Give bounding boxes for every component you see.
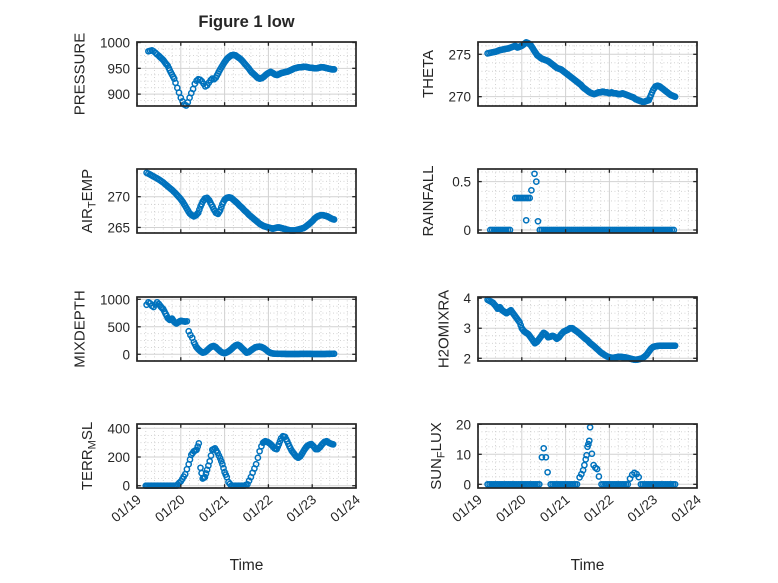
h2omixra-ylabel: H2OMIXRA [435,290,452,368]
tick-marks [477,297,698,361]
y-tick-label: 270 [448,90,471,105]
subplot-mixdepth: 0 500 1000 MIXDEPTH [72,290,357,368]
y-tick-label: 400 [107,421,130,436]
y-tick-label: 900 [107,87,130,102]
tick-marks [136,169,357,233]
pressure-series-markers [145,46,338,109]
y-tick-label: 275 [448,47,471,62]
y-tick-label: 0 [122,479,130,494]
y-tick-label: 265 [107,220,130,235]
mixdepth-ylabel: MIXDEPTH [72,290,89,368]
figure-title: Figure 1 low [198,13,294,31]
y-tick-label: 2 [463,351,471,366]
rainfall-ylabel: RAINFALL [420,166,437,237]
tick-marks [136,297,357,361]
axes-box [477,41,698,107]
y-tick-label: 4 [463,291,471,306]
subplot-rainfall: 0 0.5 RAINFALL [420,166,698,238]
y-tick-label: 500 [107,320,130,335]
x-axis-label: Time [571,557,605,574]
axes-box [136,296,357,362]
y-tick-label: 200 [107,450,130,465]
theta-series-markers [484,39,679,106]
mixdepth-series-markers [143,298,338,358]
sun_flux-ylabel: SUNF​LUX [428,422,448,490]
y-tick-label: 1000 [100,292,130,307]
minor-grid [478,297,697,361]
axes-box [136,41,357,107]
y-tick-label: 0.5 [452,175,471,190]
subplot-theta: 270 275 THETA [420,39,698,107]
subplot-air_temp: 265 270 AIRT​EMP [79,168,357,235]
air_temp-ylabel: AIRT​EMP [79,169,99,233]
y-tick-label: 1000 [100,36,130,51]
minor-grid [137,169,356,233]
pressure-ylabel: PRESSURE [72,33,89,116]
minor-grid [478,169,697,233]
y-tick-label: 270 [107,190,130,205]
tick-marks [477,169,698,233]
x-axis-label: Time [230,557,264,574]
major-grid [478,42,697,106]
y-tick-label: 0 [122,347,130,362]
axes-box [136,423,357,489]
tick-marks [136,41,357,106]
y-tick-label: 10 [456,447,471,462]
y-tick-label: 0 [463,223,471,238]
subplot-pressure: 900 950 1000 PRESSURE [72,33,357,116]
tick-marks [477,423,698,488]
y-tick-label: 0 [463,477,471,492]
y-tick-label: 950 [107,61,130,76]
theta-ylabel: THETA [420,50,437,98]
y-tick-label: 20 [456,417,471,432]
tick-marks [136,424,357,488]
sun_flux-series-markers [484,423,679,488]
subplot-h2omixra: 2 3 4 H2OMIXRA [435,290,698,368]
tick-marks [477,42,698,106]
y-tick-label: 3 [463,321,471,336]
axes-box [477,168,698,234]
axes-box [477,423,698,489]
axes-box [477,296,698,362]
terr_msl-ylabel: TERRM​SL [79,422,99,490]
axes-box [136,168,357,234]
